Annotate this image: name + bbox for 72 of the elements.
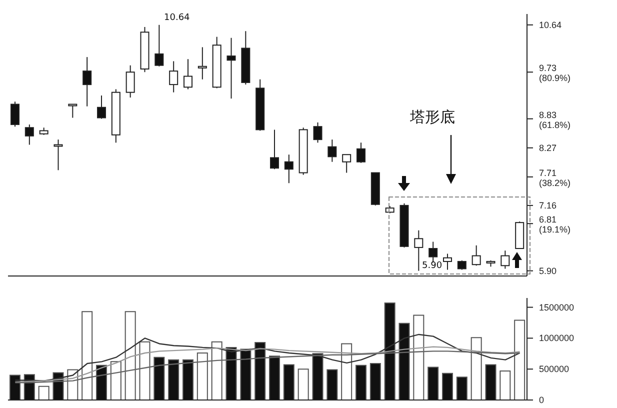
y-tick-label: 8.27	[539, 142, 557, 153]
candlestick	[414, 230, 424, 272]
candlestick	[126, 64, 135, 98]
bar	[456, 376, 468, 400]
bar	[356, 364, 366, 400]
candlestick	[226, 37, 236, 100]
candlestick	[198, 46, 207, 80]
bar	[211, 341, 222, 400]
bar	[384, 302, 396, 400]
bar	[96, 364, 107, 400]
bar	[240, 348, 252, 400]
bar	[326, 369, 338, 400]
y-tick-label: 6.81 (19.1%)	[539, 214, 571, 235]
bar	[514, 320, 526, 400]
bar	[254, 342, 266, 400]
y-tick-label: 0	[539, 395, 544, 405]
y-tick-label: 9.73 (80.9%)	[539, 63, 571, 84]
candlestick	[154, 24, 164, 67]
bar	[226, 346, 237, 400]
bar	[196, 352, 208, 400]
bar	[500, 370, 511, 400]
bar	[283, 364, 294, 400]
candlestick	[472, 244, 481, 266]
bar	[139, 341, 150, 400]
candlestick	[500, 250, 510, 270]
candlestick	[24, 124, 34, 146]
bar	[82, 311, 93, 400]
bar	[398, 322, 410, 400]
candlestick	[313, 122, 322, 144]
candlestick	[443, 253, 452, 270]
candlestick	[270, 129, 279, 170]
candlestick	[457, 260, 466, 270]
bar	[269, 356, 280, 400]
bar	[38, 386, 50, 400]
candlestick	[342, 154, 352, 174]
bar	[110, 361, 122, 400]
bar	[413, 314, 424, 400]
candlestick	[169, 60, 178, 93]
y-tick-label: 7.71 (38.2%)	[539, 168, 571, 188]
y-tick-label: 10.64	[539, 20, 562, 30]
candlestick	[284, 154, 294, 184]
candlestick	[54, 139, 63, 171]
candlestick	[10, 101, 20, 128]
y-tick-label: 7.16	[539, 200, 557, 210]
bar	[312, 353, 324, 400]
bar	[298, 368, 309, 400]
bar	[370, 363, 381, 400]
y-tick-label: 8.83 (61.8%)	[539, 110, 571, 130]
candlestick	[328, 139, 337, 162]
bar	[10, 374, 20, 400]
bar	[341, 343, 352, 400]
candlestick	[82, 56, 92, 107]
annotation: 塔形底	[410, 108, 455, 126]
line-series	[14, 334, 520, 382]
y-tick-label: 5.90	[539, 266, 557, 276]
candlestick	[68, 104, 78, 118]
bar	[442, 372, 453, 400]
candlestick	[356, 142, 366, 164]
y-tick-label: 1000000	[539, 333, 574, 344]
annotation: 10.64	[164, 13, 190, 23]
bar	[182, 359, 194, 400]
candlestick	[97, 94, 106, 120]
annotation: 5.90	[422, 261, 442, 271]
bar	[428, 366, 439, 400]
bar	[168, 359, 180, 400]
candlestick	[184, 58, 192, 90]
bar	[485, 364, 496, 400]
y-tick-label: 500000	[539, 364, 570, 374]
y-tick-label: 1500000	[539, 302, 574, 312]
bar	[124, 311, 136, 400]
bar	[154, 356, 165, 400]
bar	[470, 337, 482, 400]
